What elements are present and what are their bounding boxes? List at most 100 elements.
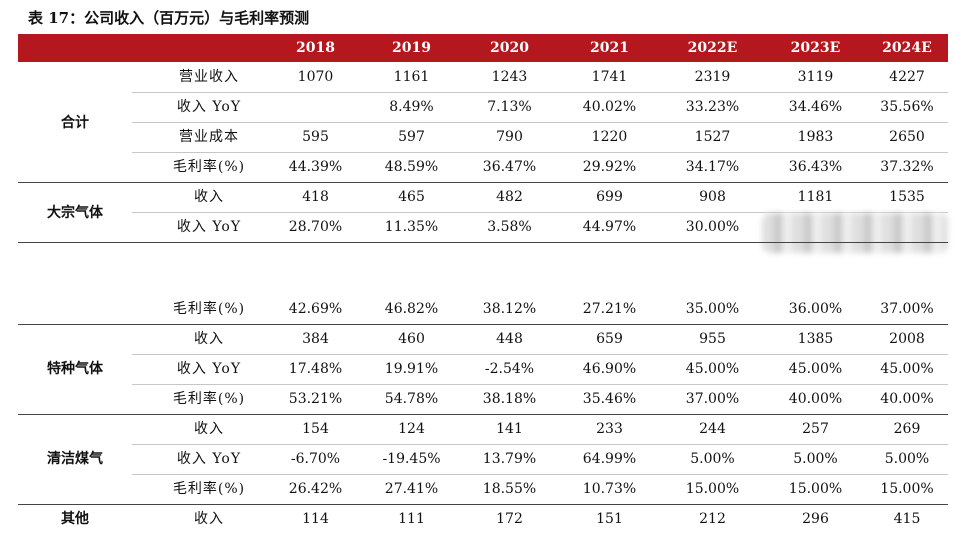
table-cell: 415 xyxy=(893,511,921,527)
table-row: 收入 YoY 17.48% 19.91% -2.54% 46.90% 45.00… xyxy=(18,354,948,384)
table-cell: 151 xyxy=(596,511,623,527)
table-cell: 34.46% xyxy=(788,99,843,115)
table-cell: 1535 xyxy=(889,189,925,205)
table-cell: 45.00% xyxy=(788,361,843,377)
table-cell: 597 xyxy=(398,129,425,145)
group-label-clean-coal-gas: 清洁煤气 xyxy=(47,451,103,467)
table-cell: 465 xyxy=(398,189,425,205)
table-cell: 19.91% xyxy=(384,361,439,377)
table-cell: 141 xyxy=(496,421,523,437)
row-metric: 毛利率(%) xyxy=(172,391,246,407)
table-cell: 44.39% xyxy=(288,159,343,175)
table-cell: 482 xyxy=(496,189,523,205)
table-cell: 27.41% xyxy=(384,481,439,497)
table-cell: 3119 xyxy=(797,69,834,85)
row-divider xyxy=(132,152,948,153)
redacted-blur xyxy=(762,213,948,253)
row-metric: 收入 xyxy=(194,421,224,437)
row-divider xyxy=(132,212,948,213)
row-divider xyxy=(132,474,948,475)
table-cell: 233 xyxy=(596,421,623,437)
table-cell: 3.58% xyxy=(487,219,532,235)
row-metric: 营业收入 xyxy=(179,69,239,85)
table-row: 收入 154 124 141 233 244 257 269 xyxy=(18,414,948,444)
table-cell: 296 xyxy=(802,511,829,527)
table-cell: 1983 xyxy=(797,129,834,145)
table-cell: 35.46% xyxy=(582,391,637,407)
table-cell: 114 xyxy=(302,511,329,527)
group-label-bulk-gas: 大宗气体 xyxy=(47,205,103,221)
table-cell: 384 xyxy=(302,331,329,347)
table-cell: 418 xyxy=(302,189,329,205)
group-divider xyxy=(18,324,948,325)
row-metric: 收入 YoY xyxy=(176,451,242,467)
table-cell: 172 xyxy=(496,511,523,527)
table-row: 毛利率(%) 42.69% 46.82% 38.12% 27.21% 35.00… xyxy=(18,294,948,324)
row-divider xyxy=(132,444,948,445)
row-metric: 收入 xyxy=(194,189,224,205)
table-cell: 2008 xyxy=(889,331,925,347)
table-cell: 4227 xyxy=(889,69,925,85)
table-row: 收入 418 465 482 699 908 1181 1535 xyxy=(18,182,948,212)
table-cell: 36.47% xyxy=(482,159,537,175)
table-cell: 35.00% xyxy=(685,301,740,317)
group-label-total: 合计 xyxy=(61,115,89,131)
table-cell: 908 xyxy=(699,189,726,205)
table-row: 营业收入 1070 1161 1243 1741 2319 3119 4227 xyxy=(18,62,948,92)
table-cell: 1527 xyxy=(694,129,731,145)
table-cell: 35.56% xyxy=(880,99,934,115)
header-year: 2019 xyxy=(392,40,431,56)
table-cell: 269 xyxy=(893,421,921,437)
table-cell: 45.00% xyxy=(685,361,740,377)
table-row: 毛利率(%) 44.39% 48.59% 36.47% 29.92% 34.17… xyxy=(18,152,948,182)
table-cell: 1741 xyxy=(591,69,628,85)
group-divider xyxy=(18,504,948,505)
table-cell: 15.00% xyxy=(685,481,740,497)
row-metric: 收入 YoY xyxy=(176,99,242,115)
table-cell: 595 xyxy=(302,129,329,145)
table-cell: 34.17% xyxy=(685,159,740,175)
table-cell: 27.21% xyxy=(582,301,637,317)
table-cell: 37.32% xyxy=(880,159,934,175)
group-divider xyxy=(18,242,948,243)
group-divider xyxy=(18,182,948,183)
table-cell: -19.45% xyxy=(382,451,441,467)
table-title: 表 17：公司收入（百万元）与毛利率预测 xyxy=(28,9,310,27)
header-year: 2020 xyxy=(490,40,529,56)
row-metric: 营业成本 xyxy=(179,129,239,145)
table-cell: 40.00% xyxy=(788,391,843,407)
table-cell: 2319 xyxy=(694,69,731,85)
table-cell: 46.82% xyxy=(384,301,439,317)
table-cell: 17.48% xyxy=(288,361,343,377)
table-cell: 124 xyxy=(398,421,425,437)
row-metric: 毛利率(%) xyxy=(172,481,246,497)
row-divider xyxy=(132,354,948,355)
table-cell: 42.69% xyxy=(288,301,343,317)
table-row: 收入 YoY 8.49% 7.13% 40.02% 33.23% 34.46% … xyxy=(18,92,948,122)
row-divider xyxy=(132,384,948,385)
table-cell: 18.55% xyxy=(482,481,537,497)
table-cell: 64.99% xyxy=(582,451,637,467)
table-row: 营业成本 595 597 790 1220 1527 1983 2650 xyxy=(18,122,948,152)
table-cell: -6.70% xyxy=(290,451,341,467)
row-metric: 收入 xyxy=(194,331,224,347)
table-cell: 212 xyxy=(699,511,726,527)
header-year: 2018 xyxy=(296,40,335,56)
group-label-other: 其他 xyxy=(61,511,89,527)
group-divider xyxy=(18,414,948,415)
row-metric: 毛利率(%) xyxy=(172,301,246,317)
table-cell: 1161 xyxy=(393,69,430,85)
table-cell: 29.92% xyxy=(582,159,637,175)
table-row: 收入 YoY -6.70% -19.45% 13.79% 64.99% 5.00… xyxy=(18,444,948,474)
table-cell: 37.00% xyxy=(685,391,740,407)
table-cell: 44.97% xyxy=(582,219,637,235)
table-cell: 5.00% xyxy=(690,451,735,467)
table-cell: 53.21% xyxy=(288,391,343,407)
table-cell: 54.78% xyxy=(384,391,439,407)
table-cell: 15.00% xyxy=(880,481,934,497)
table-cell: 37.00% xyxy=(880,301,934,317)
table-cell: 38.12% xyxy=(482,301,537,317)
table-cell: 28.70% xyxy=(288,219,343,235)
table-cell: 460 xyxy=(398,331,425,347)
table-cell: 11.35% xyxy=(384,219,439,235)
